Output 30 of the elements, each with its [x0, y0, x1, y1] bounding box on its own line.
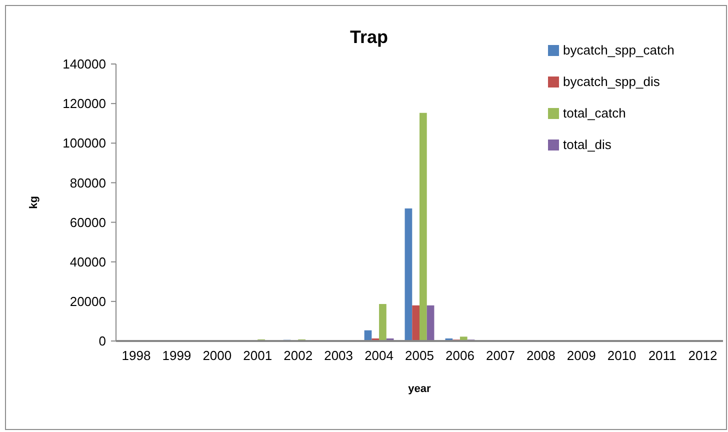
x-tick-label: 2007 — [486, 348, 515, 363]
x-tick-label: 1999 — [162, 348, 192, 363]
y-tick-label: 80000 — [70, 175, 106, 190]
x-tick-label: 2001 — [243, 348, 272, 363]
y-tick-label: 120000 — [62, 96, 106, 112]
legend-label: total_dis — [563, 137, 612, 152]
x-tick-label: 2011 — [648, 348, 676, 363]
y-tick-label: 140000 — [62, 56, 106, 72]
x-axis-title: year — [408, 383, 432, 395]
x-tick-label: 2009 — [566, 348, 596, 363]
y-tick-label: 40000 — [70, 254, 106, 270]
x-tick-label: 2006 — [446, 348, 474, 363]
y-axis-title: kg — [28, 196, 40, 209]
y-tick-label: 100000 — [62, 136, 106, 151]
legend-label: bycatch_spp_catch — [563, 42, 674, 58]
y-tick-label: 0 — [98, 334, 106, 349]
legend-label: total_catch — [563, 106, 626, 121]
y-tick-label: 20000 — [70, 294, 106, 309]
x-tick-label: 2003 — [324, 348, 354, 363]
x-tick-label: 2008 — [526, 348, 556, 363]
y-tick-label: 60000 — [70, 214, 106, 230]
x-tick-label: 2012 — [688, 348, 718, 363]
chart-title: Trap — [350, 27, 388, 47]
x-tick-label: 2002 — [284, 348, 313, 363]
x-tick-label: 1998 — [122, 348, 151, 363]
x-tick-label: 2010 — [607, 348, 636, 363]
x-tick-label: 2005 — [405, 348, 434, 363]
x-tick-label: 2004 — [364, 348, 394, 363]
x-tick-label: 2000 — [202, 348, 232, 363]
legend-label: bycatch_spp_dis — [563, 74, 660, 90]
